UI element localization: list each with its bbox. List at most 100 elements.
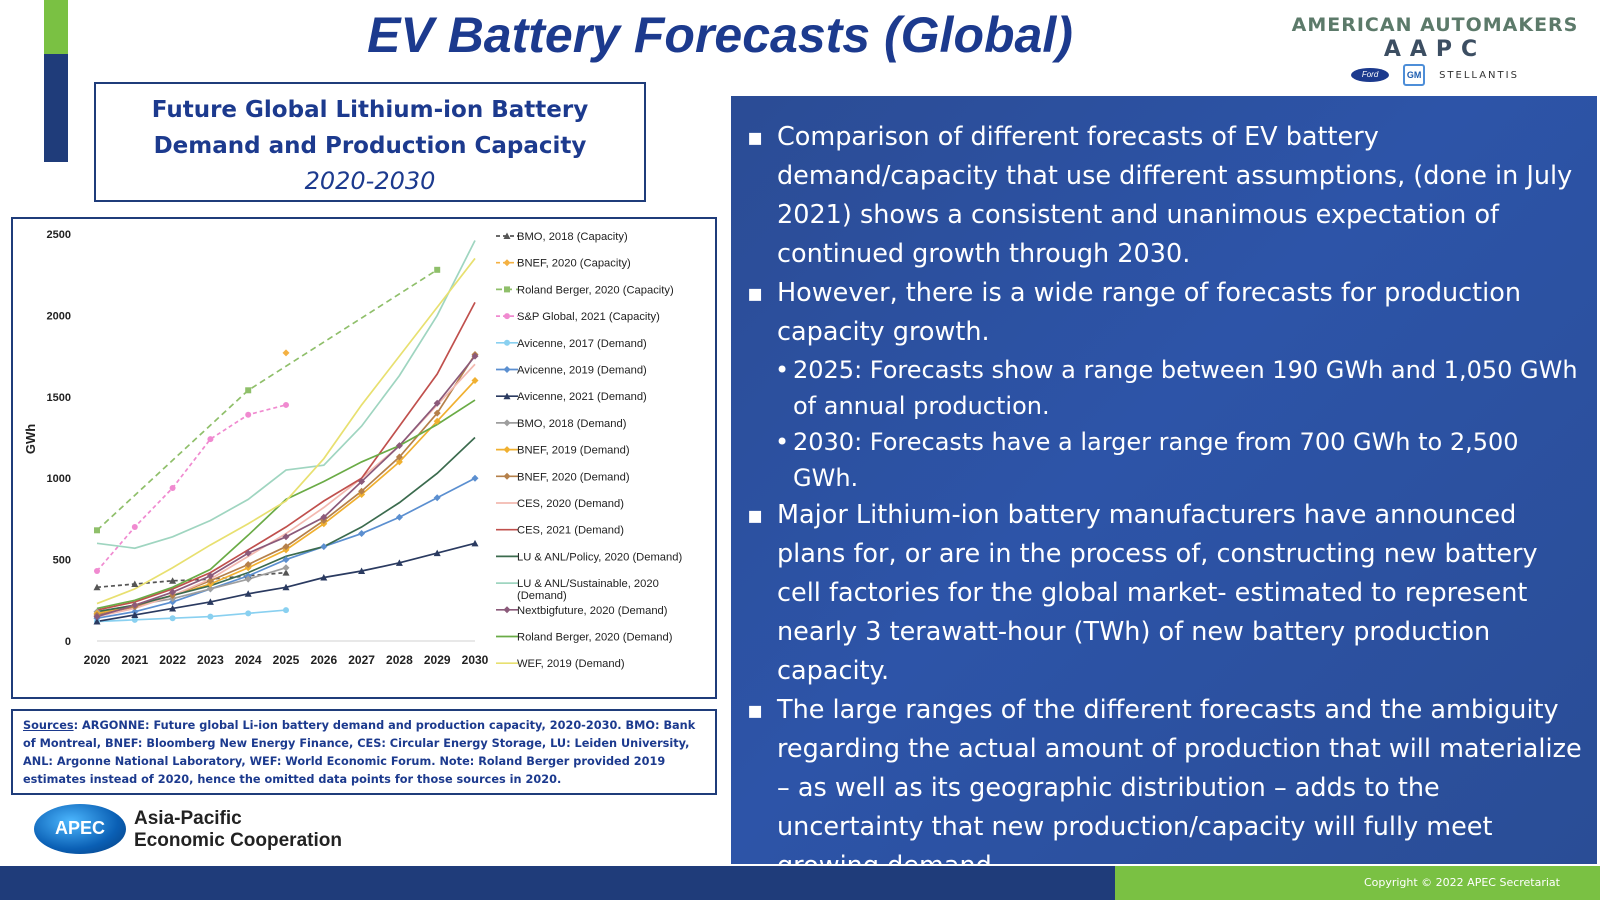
x-tick-label: 2023 [197, 653, 224, 667]
line-chart: 0 500 1000 1500 2000 2500 2020 2021 2022 2023 202… [23, 229, 682, 670]
x-tick-label: 2027 [348, 653, 375, 667]
footer-bar-green [1115, 866, 1600, 900]
y-tick-label: 1000 [47, 473, 71, 485]
aapc-logo-line2: AAPC [1383, 37, 1487, 62]
data-point-series-15 [93, 613, 101, 621]
data-point-series-4 [94, 567, 100, 574]
data-point-series-7 [358, 567, 366, 574]
apec-name-line2: Economic Cooperation [134, 830, 342, 851]
data-point-series-5 [283, 607, 289, 614]
data-point-series-7 [169, 604, 177, 612]
legend-label-16: Roland Berger, 2020 (Demand) [517, 632, 673, 644]
data-point-series-4 [169, 484, 176, 491]
series-line-10 [96, 354, 476, 616]
chart-title-box: Future Global Lithium-ion Battery Demand… [94, 82, 646, 202]
legend-marker-4 [504, 313, 510, 320]
data-point-series-3 [434, 266, 441, 273]
accent-bar-green [44, 0, 68, 54]
legend-label-8: BMO, 2018 (Demand) [517, 418, 627, 430]
bullet-2a: 2025: Forecasts show a range between 190… [771, 352, 1585, 424]
series-line-4 [96, 404, 287, 572]
legend-label-14: LU & ANL/Sustainable, 2020 (Demand) [517, 578, 659, 602]
apec-name: Asia-Pacific Economic Cooperation [134, 808, 342, 852]
data-point-series-5 [245, 610, 252, 617]
data-point-series-1 [131, 580, 139, 588]
series-line-12 [96, 301, 476, 611]
legend-marker-1 [503, 232, 511, 239]
sources-label: Sources [23, 719, 74, 732]
chart-frame: 0 500 1000 1500 2000 2500 2020 2021 2022 2023 202… [11, 217, 717, 699]
legend-label-9: BNEF, 2019 (Demand) [517, 445, 630, 457]
data-point-series-5 [169, 615, 176, 622]
legend-label-6: Avicenne, 2019 (Demand) [517, 365, 647, 377]
series-line-3 [96, 269, 438, 531]
data-point-series-6 [358, 530, 366, 538]
gm-logo-icon: GM [1403, 64, 1426, 86]
legend-label-13: LU & ANL/Policy, 2020 (Demand) [517, 551, 682, 563]
y-tick-label: 2000 [47, 310, 71, 322]
data-point-series-9 [471, 377, 479, 385]
data-point-series-1 [282, 569, 290, 576]
bullet-2b: 2030: Forecasts have a larger range from… [771, 424, 1585, 496]
data-point-series-8 [282, 564, 290, 572]
chart-title-line2: Demand and Production Capacity [153, 133, 587, 159]
data-point-series-7 [244, 590, 252, 597]
chart-title-line1: Future Global Lithium-ion Battery [151, 97, 589, 123]
data-point-series-9 [433, 417, 441, 425]
data-point-series-8 [244, 575, 252, 583]
legend-label-10: BNEF, 2020 (Demand) [517, 471, 630, 483]
x-tick-label: 2030 [462, 653, 489, 667]
chart-title-years: 2020-2030 [304, 167, 436, 195]
data-point-series-7 [131, 611, 139, 618]
data-point-series-2 [282, 349, 290, 357]
data-point-series-7 [93, 617, 101, 625]
data-point-series-15 [131, 601, 139, 609]
legend-label-17: WEF, 2019 (Demand) [517, 658, 625, 670]
data-point-series-3 [94, 527, 100, 534]
legend-marker-3 [504, 286, 510, 293]
legend-marker-7 [503, 392, 511, 400]
apec-globe-text: APEC [54, 818, 105, 838]
data-point-series-4 [207, 436, 214, 443]
legend-label-7: Avicenne, 2021 (Demand) [517, 391, 647, 403]
series-line-17 [96, 257, 476, 605]
legend-label-2: BNEF, 2020 (Capacity) [517, 258, 631, 270]
bullet-panel: Comparison of different forecasts of EV … [731, 96, 1597, 881]
aapc-logo: AMERICAN AUTOMAKERS AAPC Ford GM STELLAN… [1290, 14, 1580, 86]
data-point-series-3 [245, 387, 252, 394]
y-tick-label: 500 [53, 555, 71, 567]
data-point-series-1 [93, 583, 101, 591]
data-point-series-4 [131, 524, 138, 531]
legend-marker-8 [503, 419, 511, 427]
data-point-series-6 [282, 556, 290, 564]
y-tick-label: 2500 [47, 229, 71, 241]
apec-name-line1: Asia-Pacific [134, 808, 242, 829]
y-axis-label: GWh [23, 424, 38, 454]
stellantis-logo: STELLANTIS [1439, 69, 1519, 81]
data-point-series-7 [320, 574, 328, 581]
bullet-1: Comparison of different forecasts of EV … [747, 118, 1585, 274]
x-tick-label: 2022 [159, 653, 186, 667]
x-tick-label: 2025 [273, 653, 300, 667]
data-point-series-7 [395, 559, 403, 566]
data-point-series-7 [471, 539, 479, 547]
data-point-series-10 [244, 560, 252, 568]
data-point-series-15 [471, 352, 479, 360]
data-point-series-10 [206, 577, 214, 585]
data-point-series-5 [207, 613, 214, 620]
legend-label-12: CES, 2021 (Demand) [517, 525, 624, 537]
y-tick-label: 1500 [47, 392, 71, 404]
data-point-series-7 [282, 583, 290, 591]
x-tick-label: 2028 [386, 653, 413, 667]
data-point-series-15 [320, 513, 328, 521]
legend-label-4: S&P Global, 2021 (Capacity) [517, 311, 660, 323]
sources-text: : ARGONNE: Future global Li-ion battery … [23, 719, 696, 786]
data-point-series-1 [169, 577, 177, 584]
data-point-series-6 [395, 513, 403, 521]
legend-label-3: Roland Berger, 2020 (Capacity) [517, 284, 674, 296]
legend-marker-9 [503, 446, 511, 454]
aapc-logo-line1: AMERICAN AUTOMAKERS [1291, 14, 1579, 36]
legend-marker-5 [504, 339, 510, 346]
page-title: EV Battery Forecasts (Global) [367, 7, 1073, 63]
x-tick-label: 2024 [235, 653, 262, 667]
